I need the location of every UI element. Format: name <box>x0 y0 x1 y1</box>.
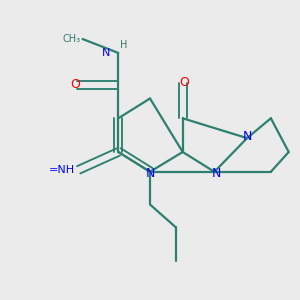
Text: =NH: =NH <box>49 165 75 175</box>
Text: CH₃: CH₃ <box>62 34 81 44</box>
Text: O: O <box>70 78 80 91</box>
Text: N: N <box>212 167 221 180</box>
Text: N: N <box>145 167 155 180</box>
Text: H: H <box>120 40 127 50</box>
Text: N: N <box>102 48 111 58</box>
Text: O: O <box>180 76 190 89</box>
Text: N: N <box>242 130 252 142</box>
